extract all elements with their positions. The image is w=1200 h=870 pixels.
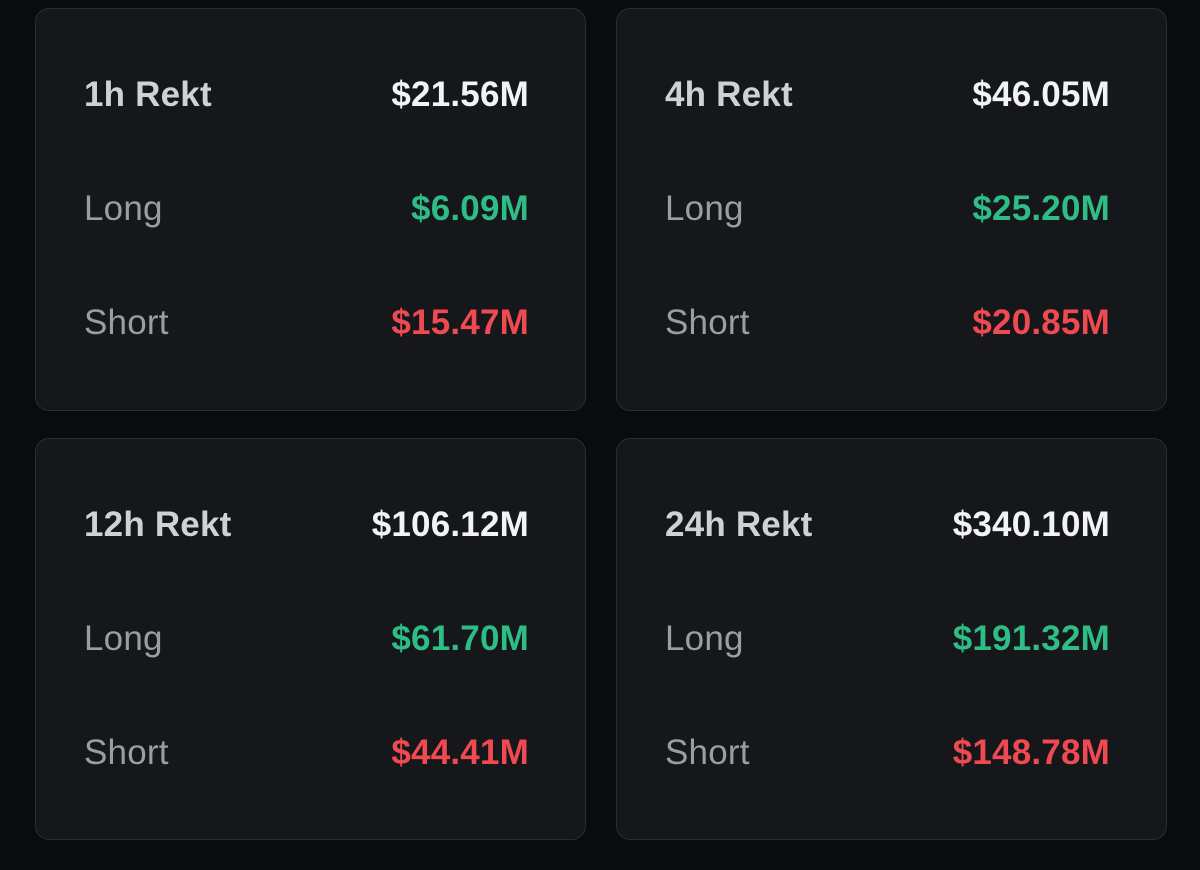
- total-row: 12h Rekt $106.12M: [84, 504, 529, 544]
- total-rekt-value: $106.12M: [371, 504, 529, 544]
- rekt-card-4h: 4h Rekt $46.05M Long $25.20M Short $20.8…: [616, 8, 1167, 411]
- rekt-card-1h: 1h Rekt $21.56M Long $6.09M Short $15.47…: [35, 8, 586, 411]
- short-row: Short $15.47M: [84, 304, 529, 342]
- short-value: $44.41M: [391, 732, 529, 772]
- short-row: Short $148.78M: [665, 732, 1110, 772]
- rekt-card-24h: 24h Rekt $340.10M Long $191.32M Short $1…: [616, 437, 1167, 840]
- total-row: 24h Rekt $340.10M: [665, 504, 1110, 544]
- long-label: Long: [84, 189, 163, 229]
- period-label: 12h Rekt: [84, 504, 232, 544]
- long-row: Long $25.20M: [665, 190, 1110, 228]
- short-row: Short $20.85M: [665, 304, 1110, 342]
- period-label: 24h Rekt: [665, 504, 813, 544]
- rekt-card-12h: 12h Rekt $106.12M Long $61.70M Short $44…: [35, 437, 586, 840]
- total-row: 4h Rekt $46.05M: [665, 76, 1110, 114]
- long-label: Long: [665, 618, 744, 658]
- short-value: $20.85M: [972, 303, 1110, 343]
- short-label: Short: [665, 732, 750, 772]
- long-label: Long: [665, 189, 744, 229]
- short-label: Short: [84, 303, 169, 343]
- long-value: $25.20M: [972, 189, 1110, 229]
- total-rekt-value: $46.05M: [972, 75, 1110, 115]
- long-row: Long $6.09M: [84, 190, 529, 228]
- total-row: 1h Rekt $21.56M: [84, 76, 529, 114]
- long-row: Long $191.32M: [665, 618, 1110, 658]
- short-label: Short: [665, 303, 750, 343]
- long-value: $191.32M: [952, 618, 1110, 658]
- long-value: $6.09M: [411, 189, 529, 229]
- long-row: Long $61.70M: [84, 618, 529, 658]
- period-label: 1h Rekt: [84, 75, 212, 115]
- short-label: Short: [84, 732, 169, 772]
- total-rekt-value: $21.56M: [391, 75, 529, 115]
- short-value: $148.78M: [952, 732, 1110, 772]
- short-value: $15.47M: [391, 303, 529, 343]
- long-value: $61.70M: [391, 618, 529, 658]
- total-rekt-value: $340.10M: [952, 504, 1110, 544]
- long-label: Long: [84, 618, 163, 658]
- short-row: Short $44.41M: [84, 732, 529, 772]
- period-label: 4h Rekt: [665, 75, 793, 115]
